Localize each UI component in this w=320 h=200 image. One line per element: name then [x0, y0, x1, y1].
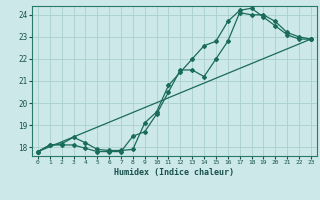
X-axis label: Humidex (Indice chaleur): Humidex (Indice chaleur): [115, 168, 234, 177]
